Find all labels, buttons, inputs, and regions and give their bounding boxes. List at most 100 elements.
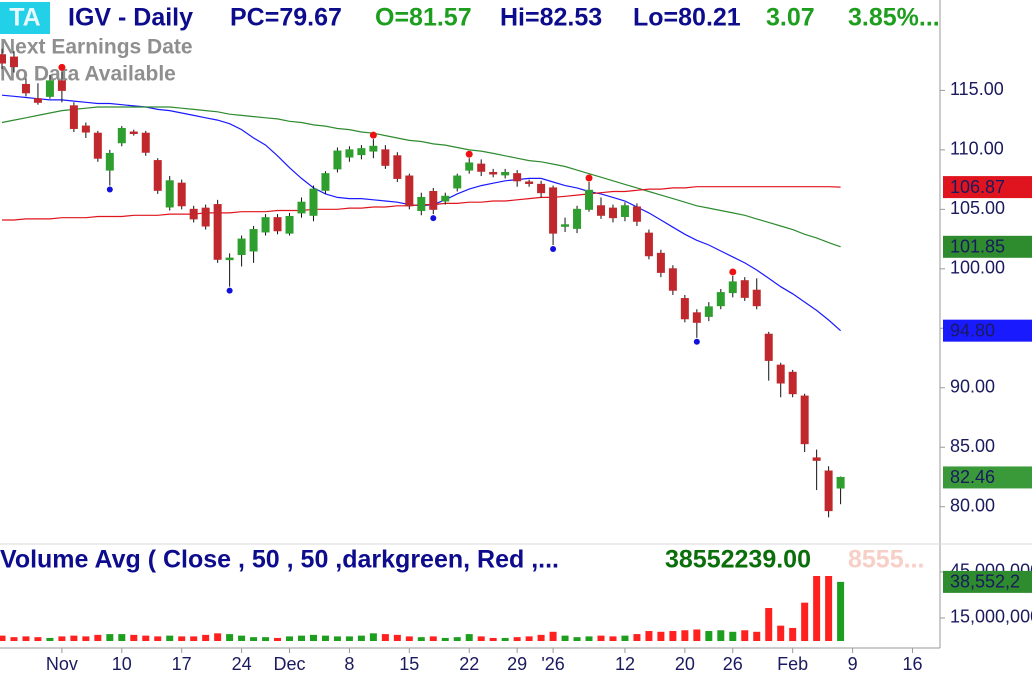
note: No Data Available [0,63,176,86]
volume-bar [70,635,78,641]
value-badge [943,466,1032,489]
candle-body [668,268,677,291]
volume-bar [130,634,138,641]
candle-body [33,98,42,103]
candle-body [417,196,426,212]
volume-bar [429,636,437,641]
candle-body [740,280,749,298]
candle-body [69,105,78,129]
value-badge [943,176,1032,199]
y-tick-label: 115.00 [950,79,1004,99]
candle-body [225,257,234,261]
candle-body [716,292,725,307]
candle-body [525,181,534,184]
volume-bar [477,636,485,641]
candle-body [441,195,450,202]
volume-bar [621,635,629,641]
pivot-low [106,186,113,193]
volume-bar [393,634,401,641]
volume-bar [106,634,114,641]
value-badge-text: 38,552,2 [950,572,1020,592]
y-tick-label: 105.00 [950,198,1005,218]
volume-bar [717,630,725,641]
volume-bar [250,637,258,641]
volume-reading: 38552239.00 [665,546,811,574]
candle-body [489,171,498,175]
candle-body [393,155,402,179]
volume-bar [549,631,557,641]
pivot-low [430,215,437,222]
pivot-high [465,150,473,158]
y-tick-label: 100.00 [950,258,1005,278]
candle-body [261,217,270,233]
candle-body [752,289,761,307]
volume-bar [262,637,270,641]
volume-bar [226,634,234,641]
candle-body [453,175,462,189]
candle-body [249,229,258,252]
candle-body [141,132,150,153]
header-stat: Hi=82.53 [500,4,602,32]
header-stat: 3.85%... [848,4,940,32]
x-tick-label: 20 [675,654,695,674]
candle-body [45,80,54,97]
candle-body [632,206,641,222]
pivot-high [585,174,593,182]
volume-bar [94,634,102,641]
candle-body [608,207,617,219]
candle-body [477,163,486,172]
volume-bar [34,637,42,641]
volume-bar [777,625,785,641]
pivot-low [550,246,557,253]
candle-body [333,150,342,170]
volume-bar [801,602,809,641]
y-tick-label: 15,000,000 [950,607,1032,627]
y-tick-label: 85.00 [950,436,995,456]
candle-body [728,281,737,294]
x-tick-label: 9 [848,654,858,674]
volume-bar [286,636,294,641]
candle-body [357,148,366,156]
candle-body [465,162,474,171]
note: Next Earnings Date [0,36,193,59]
volume-bar [166,635,174,641]
volume-bar [309,634,317,641]
volume-bar [465,634,473,641]
candle-body [129,131,138,135]
volume-bar [765,608,773,641]
candle-body [800,395,809,445]
volume-bar [333,636,341,641]
candle-body [213,204,222,260]
candle-body [201,207,210,227]
candle-body [189,208,198,220]
x-tick-label: Dec [274,654,306,674]
candle-body [237,238,246,256]
volume-bar [789,627,797,641]
chart-title: IGV - Daily [68,4,193,32]
candle-body [656,252,665,273]
candle-body [585,189,594,210]
x-tick-label: 24 [232,654,252,674]
candle-body [381,149,390,166]
y-tick-label: 90.00 [950,377,995,397]
x-tick-label: 10 [112,654,132,674]
volume-bar [0,635,6,641]
volume-bar [825,576,833,641]
candle-body [93,132,102,159]
value-badge [943,570,1032,593]
volume-bar [202,634,210,641]
candle-body [21,83,30,94]
x-tick-label: 29 [507,654,527,674]
x-tick-label: Feb [777,654,808,674]
volume-bar [813,576,821,641]
volume-bar [381,634,389,641]
header-stat: Lo=80.21 [633,4,741,32]
header-stat: PC=79.67 [230,4,342,32]
candle-body [573,208,582,229]
volume-bar [118,634,126,641]
ma-line [1,106,841,248]
candle-body [836,476,845,489]
volume-reading: 8555... [848,546,924,574]
candle-body [776,364,785,384]
